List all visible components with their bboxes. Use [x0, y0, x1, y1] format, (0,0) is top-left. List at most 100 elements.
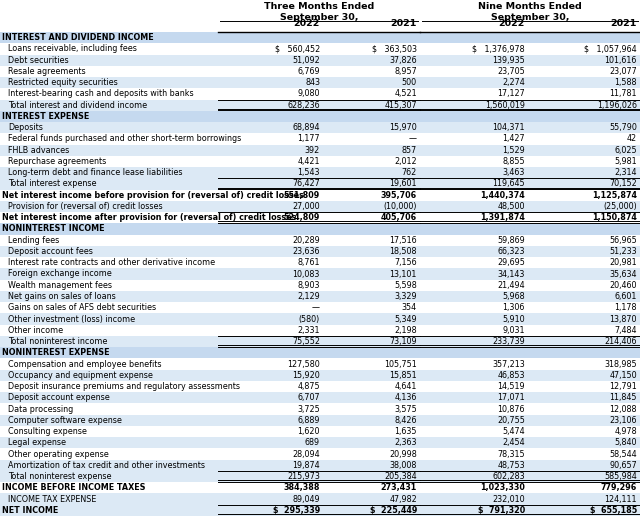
Text: 4,421: 4,421: [298, 157, 320, 166]
Bar: [0, 156, 640, 167]
Text: $   1,057,964: $ 1,057,964: [584, 44, 637, 53]
Text: 1,177: 1,177: [298, 135, 320, 143]
Text: 75,552: 75,552: [292, 337, 320, 346]
Text: 15,851: 15,851: [389, 371, 417, 380]
Bar: [0, 189, 640, 201]
Text: 5,981: 5,981: [614, 157, 637, 166]
Text: 11,781: 11,781: [609, 89, 637, 99]
Text: (10,000): (10,000): [383, 202, 417, 211]
Text: 105,751: 105,751: [384, 360, 417, 368]
Text: $  791,320: $ 791,320: [477, 506, 525, 515]
Text: 585,984: 585,984: [604, 472, 637, 481]
Text: 2,363: 2,363: [394, 438, 417, 447]
Text: 27,000: 27,000: [292, 202, 320, 211]
Text: 1,178: 1,178: [614, 303, 637, 312]
Text: 20,289: 20,289: [292, 236, 320, 245]
Text: Three Months Ended
September 30,: Three Months Ended September 30,: [264, 2, 374, 22]
Text: Total interest expense: Total interest expense: [8, 180, 97, 188]
Text: 1,427: 1,427: [502, 135, 525, 143]
Text: 3,329: 3,329: [394, 292, 417, 301]
Text: 21,494: 21,494: [497, 281, 525, 290]
Text: 51,233: 51,233: [609, 247, 637, 256]
Text: 1,560,019: 1,560,019: [485, 101, 525, 110]
Text: 762: 762: [402, 168, 417, 177]
Text: 70,152: 70,152: [609, 180, 637, 188]
Text: 233,739: 233,739: [492, 337, 525, 346]
Text: 5,474: 5,474: [502, 427, 525, 436]
Text: 19,601: 19,601: [390, 180, 417, 188]
Text: Net gains on sales of loans: Net gains on sales of loans: [8, 292, 116, 301]
Bar: [0, 201, 640, 212]
Text: Deposits: Deposits: [8, 123, 43, 132]
Text: INTEREST AND DIVIDEND INCOME: INTEREST AND DIVIDEND INCOME: [2, 33, 154, 42]
Bar: [0, 235, 640, 246]
Text: 1,023,330: 1,023,330: [480, 483, 525, 492]
Text: 5,910: 5,910: [502, 315, 525, 324]
Text: Other investment (loss) income: Other investment (loss) income: [8, 315, 135, 324]
Text: 6,025: 6,025: [614, 146, 637, 155]
Bar: [0, 493, 640, 505]
Text: 46,853: 46,853: [497, 371, 525, 380]
Text: 4,641: 4,641: [395, 382, 417, 391]
Text: 1,391,874: 1,391,874: [480, 213, 525, 222]
Text: —: —: [312, 303, 320, 312]
Text: 20,998: 20,998: [389, 449, 417, 459]
Text: 1,440,374: 1,440,374: [480, 191, 525, 200]
Text: 47,150: 47,150: [609, 371, 637, 380]
Text: 4,136: 4,136: [395, 393, 417, 402]
Text: 47,982: 47,982: [389, 495, 417, 504]
Text: 6,769: 6,769: [298, 67, 320, 76]
Text: Total interest and dividend income: Total interest and dividend income: [8, 101, 147, 110]
Text: 415,307: 415,307: [385, 101, 417, 110]
Bar: [0, 426, 640, 437]
Bar: [0, 133, 640, 144]
Text: Computer software expense: Computer software expense: [8, 416, 122, 425]
Text: 23,106: 23,106: [609, 416, 637, 425]
Text: 8,855: 8,855: [502, 157, 525, 166]
Text: Other income: Other income: [8, 326, 63, 335]
Text: 1,588: 1,588: [614, 78, 637, 87]
Text: 11,845: 11,845: [609, 393, 637, 402]
Text: 779,296: 779,296: [601, 483, 637, 492]
Text: 73,109: 73,109: [389, 337, 417, 346]
Text: 392: 392: [305, 146, 320, 155]
Text: $  295,339: $ 295,339: [273, 506, 320, 515]
Text: 35,634: 35,634: [609, 269, 637, 279]
Text: 2,012: 2,012: [394, 157, 417, 166]
Bar: [0, 212, 640, 223]
Text: 1,306: 1,306: [502, 303, 525, 312]
Text: 9,080: 9,080: [298, 89, 320, 99]
Bar: [0, 122, 640, 133]
Text: 2,314: 2,314: [614, 168, 637, 177]
Text: 34,143: 34,143: [498, 269, 525, 279]
Text: $  225,449: $ 225,449: [370, 506, 417, 515]
Bar: [0, 460, 640, 471]
Text: 1,620: 1,620: [298, 427, 320, 436]
Text: 1,529: 1,529: [502, 146, 525, 155]
Text: Repurchase agreements: Repurchase agreements: [8, 157, 106, 166]
Text: Deposit insurance premiums and regulatory assessments: Deposit insurance premiums and regulator…: [8, 382, 240, 391]
Bar: [0, 369, 640, 381]
Bar: [0, 381, 640, 392]
Text: Resale agreements: Resale agreements: [8, 67, 86, 76]
Text: 5,840: 5,840: [614, 438, 637, 447]
Text: (580): (580): [299, 315, 320, 324]
Text: Occupancy and equipment expense: Occupancy and equipment expense: [8, 371, 153, 380]
Bar: [0, 280, 640, 291]
Text: Amortization of tax credit and other investments: Amortization of tax credit and other inv…: [8, 461, 205, 470]
Text: 78,315: 78,315: [497, 449, 525, 459]
Text: Nine Months Ended
September 30,: Nine Months Ended September 30,: [478, 2, 582, 22]
Bar: [0, 0, 640, 32]
Text: 59,869: 59,869: [497, 236, 525, 245]
Bar: [0, 43, 640, 55]
Text: 843: 843: [305, 78, 320, 87]
Text: 4,875: 4,875: [298, 382, 320, 391]
Text: 1,196,026: 1,196,026: [597, 101, 637, 110]
Text: 602,283: 602,283: [492, 472, 525, 481]
Bar: [0, 179, 640, 189]
Text: 29,695: 29,695: [497, 258, 525, 267]
Text: 119,645: 119,645: [492, 180, 525, 188]
Text: 628,236: 628,236: [287, 101, 320, 110]
Text: 8,426: 8,426: [394, 416, 417, 425]
Text: Deposit account expense: Deposit account expense: [8, 393, 109, 402]
